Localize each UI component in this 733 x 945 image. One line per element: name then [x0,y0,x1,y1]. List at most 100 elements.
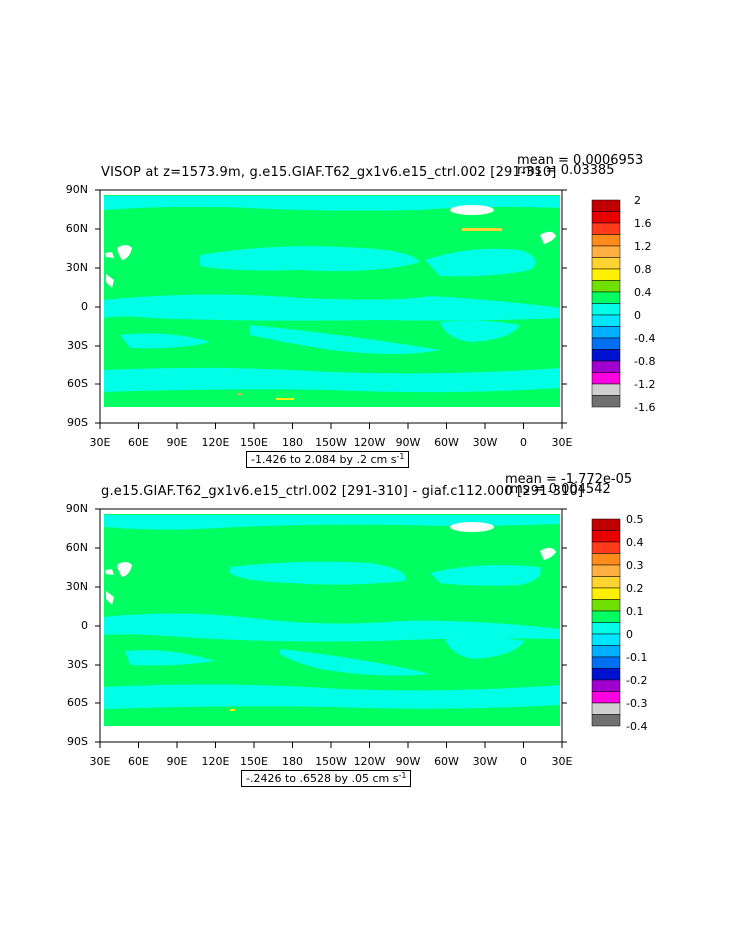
lat-label: 90N [65,183,88,196]
colorbar-label: -0.3 [626,697,648,710]
lon-ticks [99,742,563,748]
cyan-band-atlantic-south [445,636,525,659]
lon-label: 0 [520,436,527,449]
map-svg [95,189,621,429]
range-text: -1.426 to 2.084 by .2 cm s [251,453,397,466]
cyan-band-equatorial [104,294,560,321]
lat-label: 0 [81,300,88,313]
lon-label: 150W [315,436,347,449]
map-svg [95,508,621,748]
cyan-band-north-pacific [200,246,420,271]
island-blob-west-3 [106,591,114,605]
cyan-band-north-atlantic [425,248,536,277]
lat-label: 30N [65,261,88,274]
lon-label: 120E [201,436,230,449]
island-blob-west-3 [106,274,114,288]
cyan-band-equatorial [104,613,560,642]
lon-label: 30E [551,436,573,449]
lon-label: 60W [434,436,459,449]
anomaly-south [230,709,235,711]
lon-label: 60W [434,755,459,768]
rms-label: rms = 0.03385 [517,163,615,178]
lat-label: 0 [81,619,88,632]
plot-title: VISOP at z=1573.9m, g.e15.GIAF.T62_gx1v6… [101,165,557,180]
map-panel-1: mean = 0.0006953 rms = 0.03385 VISOP at … [0,150,733,480]
island-blob-west-2 [105,569,114,575]
colorbar-label: 0.2 [626,582,644,595]
range-text: -.2426 to .6528 by .05 cm s [246,772,399,785]
lon-label: 150E [240,436,268,449]
anomaly-north-atlantic [462,228,502,231]
ocean-field [104,514,560,726]
colorbar-label: 0.8 [634,263,652,276]
island-blob-west [117,245,132,260]
cyan-band-arctic [104,515,560,530]
colorbar-label: 0.4 [626,536,644,549]
colorbar-label: 0.3 [626,559,644,572]
ocean-field [104,195,560,407]
contour-range-box: -.2426 to .6528 by .05 cm s-1 [241,770,412,787]
map-panel-2: mean = -1.772e-05 rms = 0.004542 g.e15.G… [0,469,733,799]
colorbar-label: -0.1 [626,651,648,664]
lat-label: 60S [67,696,88,709]
lon-label: 30W [472,436,498,449]
lat-label: 60N [65,222,88,235]
anomaly-south [238,393,241,395]
plot-title: g.e15.GIAF.T62_gx1v6.e15_ctrl.002 [291-3… [101,484,584,499]
lon-label: 30W [472,755,498,768]
lat-ticks [95,189,567,424]
lat-ticks [95,508,567,743]
greenland-blob [450,522,494,532]
island-blob-east [540,547,556,560]
island-blob-west-2 [105,252,114,258]
mean-label: mean = 0.0006953 [517,153,644,168]
colorbar-label: 1.2 [634,240,652,253]
colorbar [591,518,621,727]
cyan-band-north-atlantic [430,565,541,586]
lon-label: 120E [201,755,230,768]
colorbar-label: -0.4 [626,720,648,733]
lon-label: 90W [395,755,421,768]
lon-label: 30E [551,755,573,768]
lon-label: 0 [520,755,527,768]
colorbar-label: -0.2 [626,674,648,687]
lon-label: 60E [128,436,149,449]
lon-label: 150W [315,755,347,768]
lat-label: 90N [65,502,88,515]
lon-label: 180 [282,436,303,449]
lat-label: 30N [65,580,88,593]
lat-label: 30S [67,339,88,352]
lat-label: 60S [67,377,88,390]
colorbar-label: 0.4 [634,286,652,299]
rms-label: rms = 0.004542 [505,482,611,497]
lon-label: 90E [166,436,188,449]
cyan-band-indian [120,333,210,349]
greenland-blob [450,205,494,215]
cyan-band-south-pacific [250,325,440,354]
colorbar-label: -0.8 [634,355,656,368]
island-blob-west [117,562,132,577]
colorbar-label: 0 [626,628,633,641]
colorbar-label: -1.6 [634,401,656,414]
colorbar-label: 2 [634,194,641,207]
range-superscript: -1 [396,452,405,461]
mean-label: mean = -1.772e-05 [505,472,633,487]
lon-label: 180 [282,755,303,768]
colorbar-label: -0.4 [634,332,656,345]
island-blob-east [540,231,556,244]
cyan-band-north-pacific [230,561,406,585]
lon-label: 60E [128,755,149,768]
lat-label: 90S [67,416,88,429]
lon-label: 120W [353,436,386,449]
lon-ticks [99,423,563,429]
colorbar-label: 0 [634,309,641,322]
anomaly-south-2 [276,398,294,400]
cyan-band-indian [125,650,215,666]
cyan-band-atlantic-south [440,320,520,342]
cyan-band-south-pacific [280,649,430,676]
colorbar-label: 0.1 [626,605,644,618]
lon-label: 30E [89,755,111,768]
colorbar-label: 1.6 [634,217,652,230]
range-superscript: -1 [398,771,407,780]
lat-label: 90S [67,735,88,748]
